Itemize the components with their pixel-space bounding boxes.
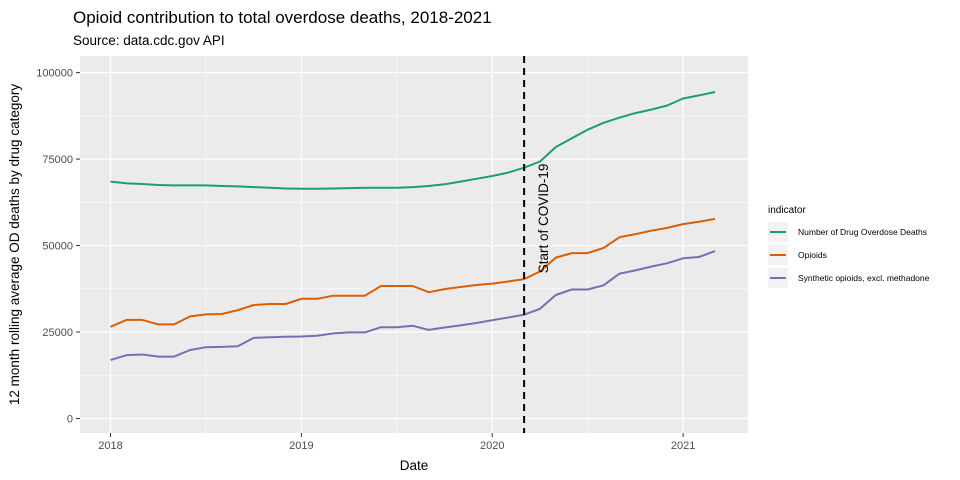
legend-label: Number of Drug Overdose Deaths (798, 227, 927, 237)
series-line-2 (110, 217, 716, 328)
major-gridlines (80, 56, 748, 433)
legend: indicator Number of Drug Overdose Deaths O… (768, 205, 930, 288)
series-line-1 (110, 91, 716, 190)
minor-gridlines (80, 56, 748, 433)
legend-label: Opioids (798, 250, 827, 260)
y-tick-label: 0 (67, 413, 73, 425)
annotation: Start of COVID-19 (523, 56, 551, 433)
x-axis-ticks: 2018 2019 2020 2021 (98, 433, 695, 452)
y-axis-title: 12 month rolling average OD deaths by dr… (7, 84, 22, 405)
chart-title: Opioid contribution to total overdose de… (73, 8, 492, 27)
y-tick-label: 25000 (42, 327, 73, 339)
x-tick-label: 2019 (289, 440, 313, 452)
series-line-3 (110, 250, 716, 361)
legend-label: Synthetic opioids, excl. methadone (798, 273, 930, 283)
y-tick-label: 100000 (36, 68, 73, 80)
x-tick-label: 2021 (671, 440, 695, 452)
x-tick-label: 2020 (480, 440, 504, 452)
legend-title: indicator (768, 205, 806, 216)
x-axis-title: Date (400, 458, 429, 473)
x-tick-label: 2018 (98, 440, 122, 452)
y-tick-label: 50000 (42, 241, 73, 253)
chart-subtitle: Source: data.cdc.gov API (73, 33, 225, 48)
series-lines (110, 91, 716, 361)
covid-start-label: Start of COVID-19 (536, 164, 551, 274)
y-axis-ticks: 0 25000 50000 75000 100000 (36, 68, 80, 425)
y-tick-label: 75000 (42, 154, 73, 166)
plot-panel (80, 56, 748, 433)
